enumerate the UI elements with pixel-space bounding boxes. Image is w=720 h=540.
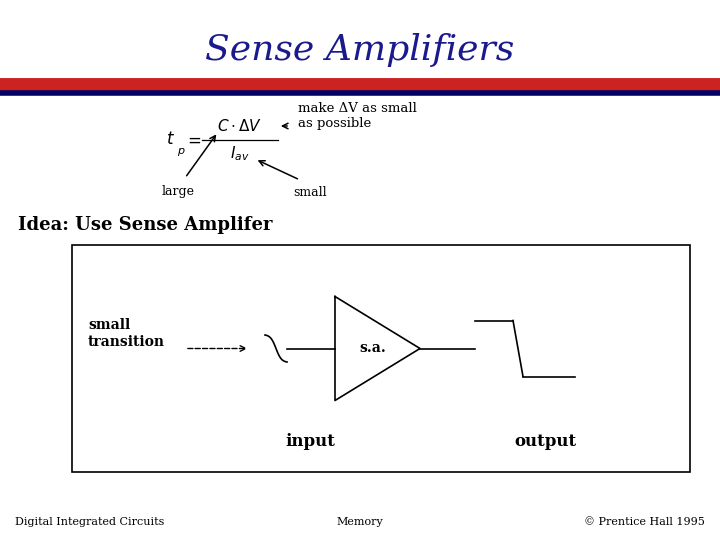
Text: © Prentice Hall 1995: © Prentice Hall 1995 (584, 517, 705, 527)
Text: Digital Integrated Circuits: Digital Integrated Circuits (15, 517, 164, 527)
Text: large: large (161, 186, 194, 199)
Text: small
transition: small transition (88, 318, 165, 349)
Bar (72, 245, 690, 472)
Text: make ΔV as small
as possible: make ΔV as small as possible (298, 102, 417, 130)
Text: s.a.: s.a. (359, 341, 386, 355)
Text: Memory: Memory (337, 517, 383, 527)
Text: input: input (285, 434, 335, 450)
Text: $C \cdot \Delta V$: $C \cdot \Delta V$ (217, 118, 263, 134)
Text: $t$: $t$ (166, 132, 175, 148)
Text: $p$: $p$ (177, 146, 186, 158)
Text: small: small (293, 186, 327, 199)
Text: $I_{av}$: $I_{av}$ (230, 145, 250, 163)
Text: Idea: Use Sense Amplifer: Idea: Use Sense Amplifer (18, 216, 272, 234)
Text: output: output (514, 434, 576, 450)
Text: $=$: $=$ (184, 132, 202, 148)
Text: Sense Amplifiers: Sense Amplifiers (205, 33, 515, 67)
